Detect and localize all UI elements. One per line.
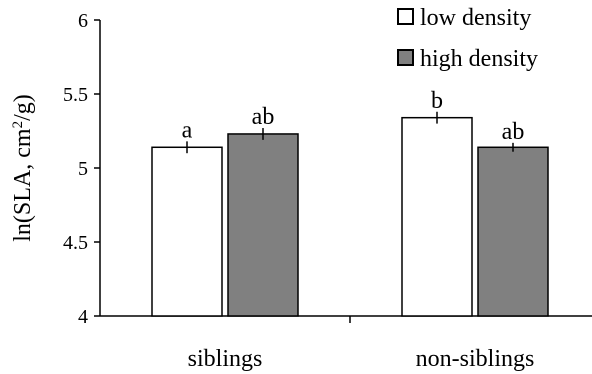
x-category-label: non-siblings <box>416 346 535 372</box>
x-category-label: siblings <box>188 346 263 372</box>
significance-label: ab <box>252 104 275 130</box>
significance-label: b <box>431 88 443 114</box>
y-tick-label: 5.5 <box>63 84 88 106</box>
y-axis-title: ln(SLA, cm2/g) <box>10 94 36 242</box>
axes: 4 4.5 5 5.5 6 siblings non-siblings <box>63 10 592 372</box>
significance-label: a <box>182 117 193 143</box>
legend-swatch-high-density <box>397 49 414 66</box>
y-axis-title-superscript: 2 <box>10 121 26 129</box>
legend-label-low-density: low density <box>420 5 531 31</box>
y-tick-label: 4.5 <box>63 232 88 254</box>
y-tick-label: 5 <box>78 158 88 180</box>
bar-high-density-siblings <box>227 133 299 317</box>
bar-low-density-non-siblings <box>401 116 473 317</box>
legend: low density high density <box>397 5 538 72</box>
legend-swatch-low-density <box>397 8 414 25</box>
significance-label: ab <box>502 119 525 145</box>
y-axis-title-end: /g) <box>10 94 36 121</box>
y-tick-label: 6 <box>78 10 88 32</box>
y-axis-title-main: ln(SLA, cm <box>10 128 36 242</box>
bars-group: a ab b ab <box>151 88 549 317</box>
bar-high-density-non-siblings <box>477 146 549 317</box>
bar-low-density-siblings <box>151 146 223 317</box>
legend-label-high-density: high density <box>420 46 538 72</box>
y-tick-label: 4 <box>78 306 88 328</box>
